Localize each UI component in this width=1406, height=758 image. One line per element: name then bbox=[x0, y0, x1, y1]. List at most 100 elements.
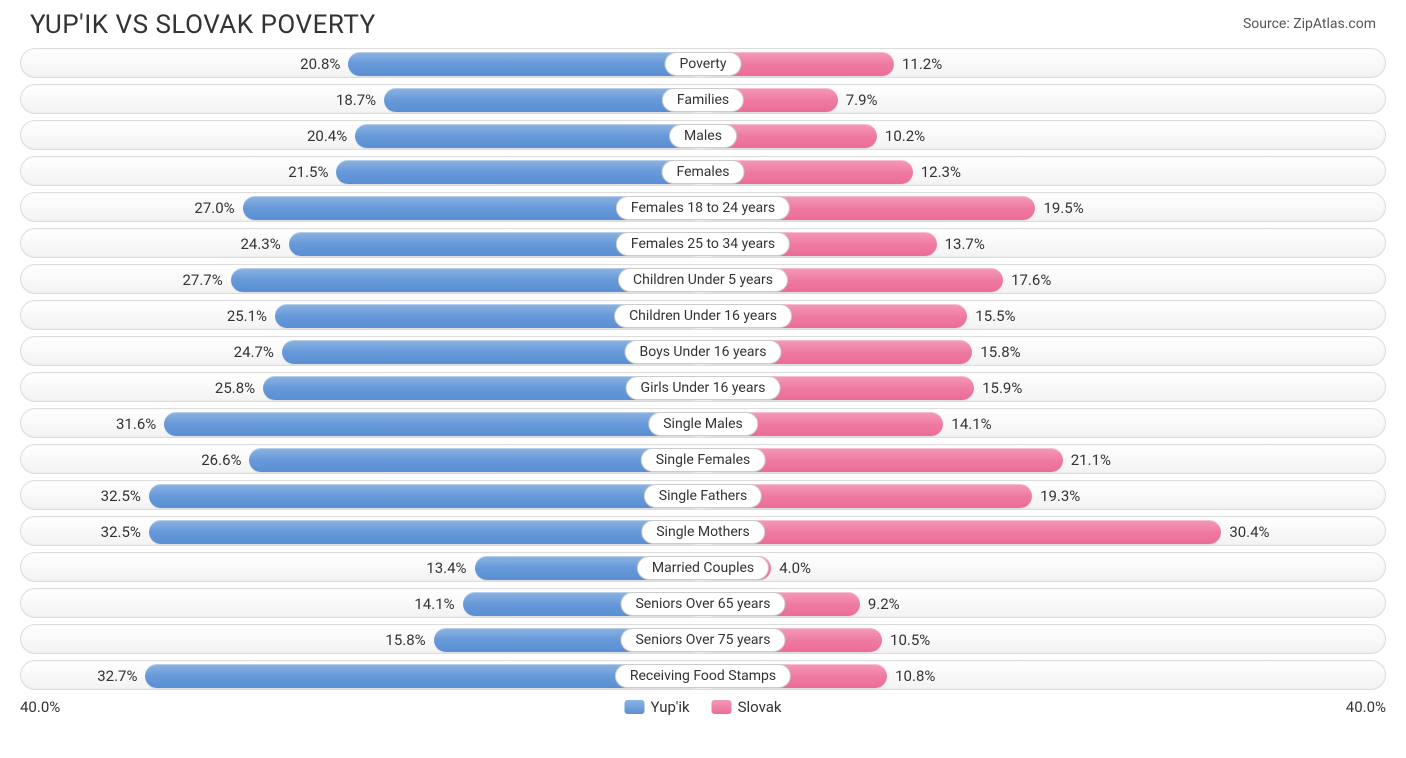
bar-left bbox=[149, 484, 703, 508]
value-right: 11.2% bbox=[902, 49, 942, 79]
row-left-half: 21.5% bbox=[21, 157, 703, 185]
chart-row: 27.7% 17.6% Children Under 5 years bbox=[20, 264, 1386, 294]
category-label: Married Couples bbox=[637, 556, 769, 580]
chart-row: 20.4%10.2%Males bbox=[20, 120, 1386, 150]
value-right: 10.5% bbox=[890, 625, 930, 655]
value-left: 24.3% bbox=[240, 229, 280, 259]
chart-title: YUP'IK VS SLOVAK POVERTY bbox=[30, 10, 376, 40]
chart-row: 24.3%13.7%Females 25 to 34 years bbox=[20, 228, 1386, 258]
chart-row: 20.8% 11.2% Poverty bbox=[20, 48, 1386, 78]
row-left-half: 24.3% bbox=[21, 229, 703, 257]
row-right-half: 10.5% bbox=[703, 625, 1385, 653]
chart-source: Source: ZipAtlas.com bbox=[1243, 10, 1376, 32]
row-left-half: 32.7% bbox=[21, 661, 703, 689]
row-left-half: 20.8% bbox=[21, 49, 703, 77]
bar-left bbox=[336, 160, 703, 184]
value-right: 12.3% bbox=[921, 157, 961, 187]
row-left-half: 15.8% bbox=[21, 625, 703, 653]
row-left-half: 25.8% bbox=[21, 373, 703, 401]
value-left: 13.4% bbox=[426, 553, 466, 583]
row-left-half: 31.6% bbox=[21, 409, 703, 437]
legend-item-right: Slovak bbox=[712, 698, 782, 716]
value-left: 15.8% bbox=[385, 625, 425, 655]
value-right: 19.5% bbox=[1043, 193, 1083, 223]
legend-label-left: Yup'ik bbox=[651, 698, 690, 716]
chart-row: 14.1%9.2%Seniors Over 65 years bbox=[20, 588, 1386, 618]
value-left: 25.1% bbox=[227, 301, 267, 331]
bar-left bbox=[348, 52, 703, 76]
source-label: Source: bbox=[1243, 16, 1290, 32]
value-left: 20.8% bbox=[300, 49, 340, 79]
value-right: 19.3% bbox=[1040, 481, 1080, 511]
category-label: Single Fathers bbox=[644, 484, 762, 508]
value-right: 13.7% bbox=[945, 229, 985, 259]
category-label: Children Under 16 years bbox=[614, 304, 792, 328]
category-label: Seniors Over 65 years bbox=[620, 592, 785, 616]
category-label: Poverty bbox=[664, 52, 741, 76]
row-right-half: 15.8% bbox=[703, 337, 1385, 365]
chart-body: 20.8% 11.2% Poverty 18.7% 7.9% Families 20.4% 1… bbox=[0, 48, 1406, 690]
chart-row: 26.6%21.1%Single Females bbox=[20, 444, 1386, 474]
bar-left bbox=[249, 448, 703, 472]
value-left: 24.7% bbox=[234, 337, 274, 367]
value-left: 26.6% bbox=[201, 445, 241, 475]
category-label: Females bbox=[662, 160, 745, 184]
value-left: 27.0% bbox=[194, 193, 234, 223]
source-name: ZipAtlas.com bbox=[1293, 16, 1376, 32]
chart-footer: 40.0% Yup'ik Slovak 40.0% bbox=[0, 696, 1406, 726]
chart-row: 32.5%30.4%Single Mothers bbox=[20, 516, 1386, 546]
value-right: 9.2% bbox=[868, 589, 900, 619]
value-right: 7.9% bbox=[846, 85, 878, 115]
legend-swatch-right bbox=[712, 700, 732, 714]
row-left-half: 24.7% bbox=[21, 337, 703, 365]
row-right-half: 21.1% bbox=[703, 445, 1385, 473]
row-left-half: 32.5% bbox=[21, 481, 703, 509]
row-right-half: 9.2% bbox=[703, 589, 1385, 617]
row-right-half: 11.2% bbox=[703, 49, 1385, 77]
value-left: 31.6% bbox=[116, 409, 156, 439]
row-left-half: 27.0% bbox=[21, 193, 703, 221]
category-label: Families bbox=[662, 88, 744, 112]
value-right: 14.1% bbox=[951, 409, 991, 439]
row-right-half: 13.7% bbox=[703, 229, 1385, 257]
chart-row: 15.8% 10.5% Seniors Over 75 years bbox=[20, 624, 1386, 654]
value-left: 20.4% bbox=[307, 121, 347, 151]
row-left-half: 13.4% bbox=[21, 553, 703, 581]
chart-row: 25.1% 15.5% Children Under 16 years bbox=[20, 300, 1386, 330]
row-right-half: 19.3% bbox=[703, 481, 1385, 509]
category-label: Seniors Over 75 years bbox=[620, 628, 785, 652]
chart-row: 32.5% 19.3% Single Fathers bbox=[20, 480, 1386, 510]
row-right-half: 10.8% bbox=[703, 661, 1385, 689]
value-right: 21.1% bbox=[1071, 445, 1111, 475]
value-left: 25.8% bbox=[215, 373, 255, 403]
row-right-half: 7.9% bbox=[703, 85, 1385, 113]
category-label: Children Under 5 years bbox=[618, 268, 788, 292]
row-right-half: 4.0% bbox=[703, 553, 1385, 581]
legend-label-right: Slovak bbox=[738, 698, 782, 716]
bar-left bbox=[164, 412, 703, 436]
value-right: 15.5% bbox=[975, 301, 1015, 331]
category-label: Receiving Food Stamps bbox=[615, 664, 791, 688]
value-right: 15.8% bbox=[980, 337, 1020, 367]
value-right: 15.9% bbox=[982, 373, 1022, 403]
value-right: 10.8% bbox=[895, 661, 935, 691]
legend-swatch-left bbox=[625, 700, 645, 714]
chart-row: 32.7% 10.8% Receiving Food Stamps bbox=[20, 660, 1386, 690]
row-left-half: 27.7% bbox=[21, 265, 703, 293]
row-left-half: 26.6% bbox=[21, 445, 703, 473]
row-right-half: 15.5% bbox=[703, 301, 1385, 329]
value-left: 27.7% bbox=[182, 265, 222, 295]
bar-left bbox=[384, 88, 703, 112]
value-left: 18.7% bbox=[336, 85, 376, 115]
row-right-half: 30.4% bbox=[703, 517, 1385, 545]
value-right: 17.6% bbox=[1011, 265, 1051, 295]
value-left: 32.5% bbox=[101, 481, 141, 511]
row-right-half: 19.5% bbox=[703, 193, 1385, 221]
value-right: 10.2% bbox=[885, 121, 925, 151]
chart-legend: Yup'ik Slovak bbox=[625, 698, 782, 716]
category-label: Girls Under 16 years bbox=[626, 376, 781, 400]
chart-header: YUP'IK VS SLOVAK POVERTY Source: ZipAtla… bbox=[0, 0, 1406, 48]
axis-max-right: 40.0% bbox=[1346, 698, 1386, 716]
row-right-half: 12.3% bbox=[703, 157, 1385, 185]
row-left-half: 18.7% bbox=[21, 85, 703, 113]
